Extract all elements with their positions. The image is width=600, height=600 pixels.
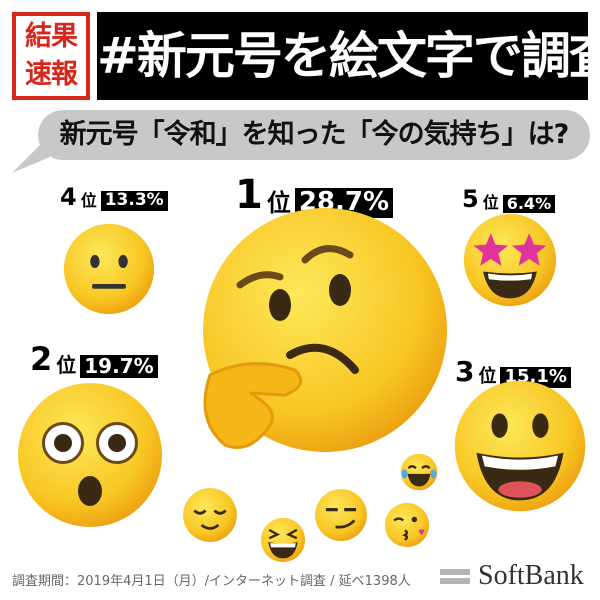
rank-suffix: 位 [80,191,97,210]
relieved-face-icon [183,488,237,542]
softbank-logo: SoftBank [440,560,584,592]
badge-line-2: 速報 [25,59,78,90]
rank-suffix: 位 [482,193,499,212]
rank-number: 4 [60,183,77,211]
rank-number: 2 [30,340,53,378]
question-bubble: 新元号「令和」を知った「今の気持ち」は? [38,110,590,160]
rank-suffix: 位 [266,189,291,217]
astonished-face-icon [18,383,162,527]
kissing-heart-face-icon [384,502,430,548]
smirking-face-icon [315,489,367,541]
breaking-results-badge: 結果 速報 [12,12,90,100]
rank-number: 5 [462,185,479,213]
page-title: #新元号を絵文字で調査 [97,12,600,100]
rank-2-label: 2 位 19.7% [30,340,158,378]
rank-percent: 13.3% [100,191,168,211]
rank-percent: 19.7% [80,355,158,378]
rank-number: 3 [455,355,475,388]
rank-number: 1 [235,172,263,218]
rank-suffix: 位 [56,353,77,377]
thinking-face-icon [203,208,447,452]
neutral-face-icon [63,223,155,315]
rank-suffix: 位 [478,366,497,387]
softbank-bars-icon [440,566,470,587]
grinning-face-icon [454,380,586,512]
survey-info: 調査期間：2019年4月1日（月）/インターネット調査 / 延べ1398人 [12,574,411,589]
badge-line-1: 結果 [25,21,78,52]
laughing-squinting-face-icon [260,517,306,563]
brand-name: SoftBank [478,560,584,591]
star-struck-icon [463,213,557,307]
rank-5-label: 5 位 6.4% [462,185,556,213]
rank-percent: 6.4% [502,194,556,213]
tears-of-joy-face-icon [400,453,438,491]
rank-4-label: 4 位 13.3% [60,183,168,211]
